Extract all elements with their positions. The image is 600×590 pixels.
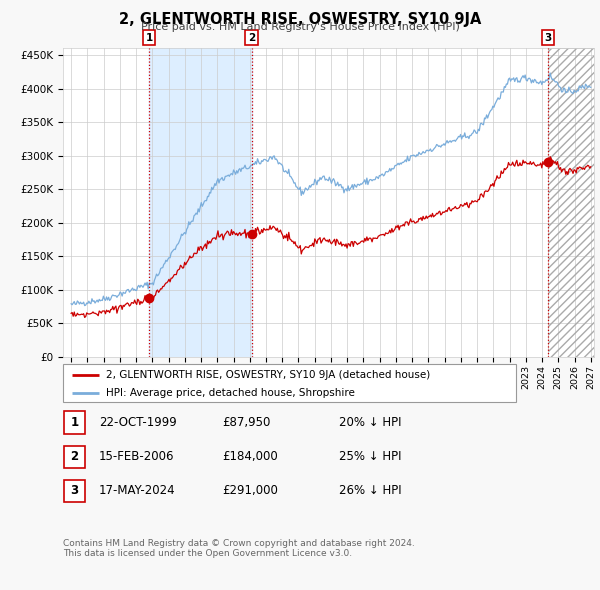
Bar [548,48,594,357]
Text: 3: 3 [544,33,551,43]
Text: 25% ↓ HPI: 25% ↓ HPI [339,450,401,463]
Text: Price paid vs. HM Land Registry's House Price Index (HPI): Price paid vs. HM Land Registry's House … [140,22,460,32]
Text: 1: 1 [70,416,79,429]
Text: £87,950: £87,950 [222,416,271,429]
Text: 1: 1 [146,33,153,43]
Text: £184,000: £184,000 [222,450,278,463]
Text: 2: 2 [70,450,79,463]
Text: 2, GLENTWORTH RISE, OSWESTRY, SY10 9JA (detached house): 2, GLENTWORTH RISE, OSWESTRY, SY10 9JA (… [106,370,430,380]
Text: 20% ↓ HPI: 20% ↓ HPI [339,416,401,429]
Text: 3: 3 [70,484,79,497]
Text: Contains HM Land Registry data © Crown copyright and database right 2024.: Contains HM Land Registry data © Crown c… [63,539,415,548]
Bar [548,48,594,357]
Text: 17-MAY-2024: 17-MAY-2024 [99,484,176,497]
Text: 26% ↓ HPI: 26% ↓ HPI [339,484,401,497]
Text: 15-FEB-2006: 15-FEB-2006 [99,450,175,463]
Text: £291,000: £291,000 [222,484,278,497]
Text: This data is licensed under the Open Government Licence v3.0.: This data is licensed under the Open Gov… [63,549,352,558]
Text: 2, GLENTWORTH RISE, OSWESTRY, SY10 9JA: 2, GLENTWORTH RISE, OSWESTRY, SY10 9JA [119,12,481,27]
Text: 22-OCT-1999: 22-OCT-1999 [99,416,177,429]
Text: 2: 2 [248,33,256,43]
Bar [149,48,251,357]
Text: HPI: Average price, detached house, Shropshire: HPI: Average price, detached house, Shro… [106,388,355,398]
